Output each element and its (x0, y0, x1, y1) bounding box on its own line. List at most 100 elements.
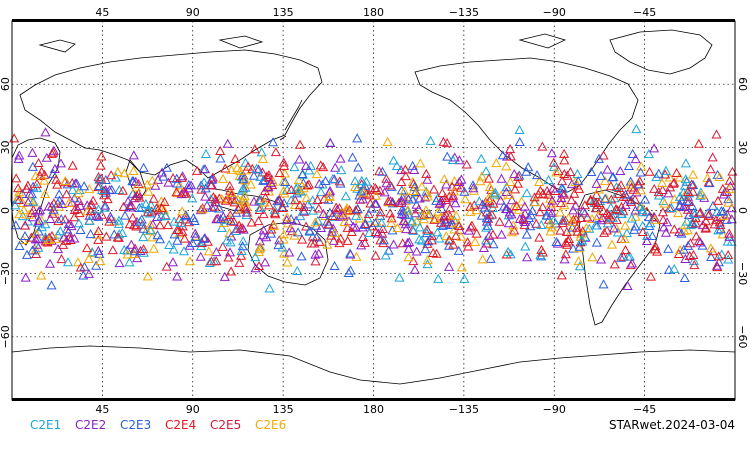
station-triangle (451, 210, 462, 220)
station-triangle (240, 204, 252, 214)
station-triangle (548, 215, 559, 225)
station-triangle (422, 224, 433, 234)
station-triangle (363, 209, 374, 219)
station-triangle (627, 148, 638, 158)
station-triangle (142, 271, 153, 281)
station-triangle (505, 151, 516, 161)
station-triangle (293, 227, 304, 237)
station-triangle (631, 123, 642, 134)
station-triangle (689, 260, 700, 270)
station-triangle (238, 236, 249, 246)
station-triangle (122, 249, 133, 259)
station-triangle (396, 205, 407, 215)
station-triangle (408, 185, 419, 195)
station-triangle (719, 210, 730, 220)
left-lat-tick-label: 30 (0, 140, 12, 154)
station-triangle (240, 175, 251, 185)
station-triangle (375, 207, 386, 217)
station-triangle (545, 218, 556, 228)
station-triangle (79, 181, 90, 191)
station-triangle (310, 217, 321, 227)
station-triangle (93, 245, 104, 255)
station-triangle (543, 189, 554, 199)
legend-item-c2e1: C2E1 (30, 418, 61, 432)
station-triangle (370, 190, 381, 200)
station-triangle (309, 238, 320, 248)
station-triangle (478, 242, 489, 252)
station-triangle (521, 188, 532, 198)
station-triangle (278, 185, 289, 195)
station-triangle (33, 157, 44, 167)
bottom-lon-tick-label: −90 (543, 403, 566, 416)
station-triangle (160, 210, 171, 221)
station-triangle (514, 124, 525, 135)
station-triangle (567, 222, 578, 232)
legend-item-c2e6: C2E6 (255, 418, 286, 432)
station-triangle (255, 242, 266, 252)
station-triangle (142, 207, 153, 217)
station-triangle (224, 180, 235, 190)
station-triangle (225, 210, 236, 220)
station-triangle (39, 175, 50, 185)
station-triangle (259, 197, 270, 207)
station-triangle (534, 232, 545, 242)
station-triangle (342, 206, 353, 216)
station-triangle (312, 215, 323, 225)
station-triangle (253, 216, 264, 226)
station-triangle (376, 217, 387, 227)
station-triangle (609, 259, 620, 269)
top-lon-tick-label: 180 (363, 6, 384, 19)
station-triangle (521, 229, 532, 239)
station-triangle (195, 204, 206, 215)
station-triangle (258, 225, 269, 235)
station-triangle (152, 174, 164, 184)
station-triangle (724, 228, 735, 238)
station-triangle (373, 228, 384, 238)
station-triangle (555, 225, 566, 235)
station-triangle (420, 192, 431, 202)
station-triangle (55, 226, 66, 236)
bottom-lon-tick-label: 45 (95, 403, 109, 416)
station-triangle (147, 219, 158, 229)
station-triangle (253, 246, 264, 257)
station-triangle (176, 172, 187, 182)
station-triangle (626, 213, 637, 223)
station-triangle (658, 214, 669, 224)
station-triangle (208, 192, 219, 202)
station-triangle (520, 241, 531, 251)
station-triangle (615, 165, 626, 176)
station-triangle (683, 209, 695, 219)
station-triangle (65, 234, 76, 244)
station-triangle (207, 202, 218, 212)
station-triangle (332, 204, 343, 214)
station-triangle (255, 171, 266, 181)
station-triangle (278, 234, 289, 244)
station-triangle (270, 209, 281, 219)
station-triangle (27, 161, 38, 171)
station-triangle (270, 147, 281, 157)
station-triangle (298, 201, 309, 212)
station-triangle (197, 204, 208, 214)
station-triangle (96, 173, 107, 183)
station-triangle (354, 213, 365, 223)
station-triangle (691, 231, 702, 241)
station-triangle (335, 153, 346, 163)
station-triangle (488, 188, 499, 198)
station-triangle (637, 204, 648, 215)
date-caption: STARwet.2024-03-04 (609, 418, 735, 432)
station-triangle (437, 187, 448, 197)
station-triangle (128, 165, 139, 176)
station-triangle (723, 254, 734, 264)
station-triangle (622, 280, 633, 290)
station-triangle (215, 153, 226, 163)
top-lon-tick-labels: 45 90 135 180 −135 −90 −45 (95, 6, 656, 19)
station-triangle (60, 175, 71, 186)
station-triangle (724, 184, 735, 194)
station-triangle (481, 222, 492, 232)
station-triangle (416, 235, 427, 245)
station-triangle (259, 185, 270, 195)
station-triangle (700, 222, 711, 232)
station-triangle (199, 164, 211, 174)
station-triangle (432, 227, 443, 237)
station-triangle (546, 207, 558, 217)
